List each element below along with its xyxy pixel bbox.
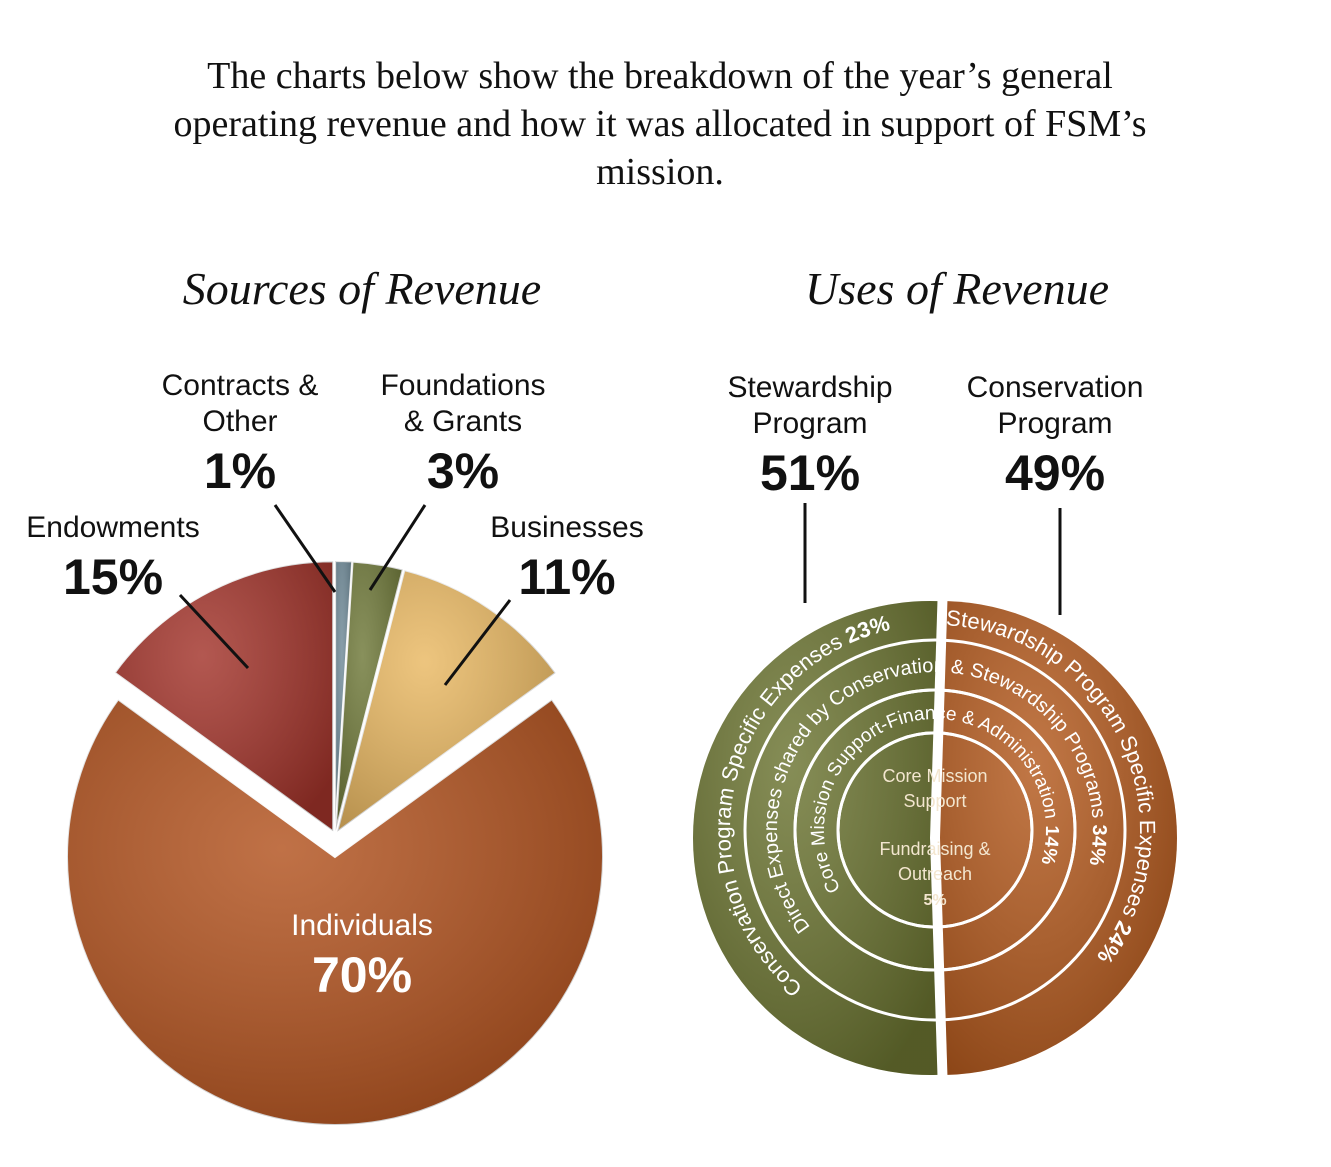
ring-value: 34% [1085,825,1111,868]
half-label: Conservation Program 49% [935,370,1175,504]
category-label: Conservation Program [966,371,1144,440]
category-label: Businesses [490,511,644,544]
center-category: Fundraising & Outreach [879,839,991,884]
value-label: 15% [62,549,164,605]
ring-band [836,731,1034,929]
category-label: Individuals [291,909,433,942]
chart-title: Sources of Revenue [182,263,542,314]
slice-label: Contracts & Other 1% [145,368,335,502]
leader-line [178,593,250,670]
slice-label: Endowments 15% [0,510,228,608]
intro-text: The charts below show the breakdown of t… [173,55,1147,193]
center-value: 5% [923,892,947,909]
slice-label: Individuals 70% [252,908,472,1006]
value-label: 1% [203,443,277,499]
slice-label: Businesses 11% [457,510,677,608]
value-label: 11% [518,549,616,605]
leader-line [273,504,337,593]
category-label: Contracts & Other [161,369,319,438]
leader-line [368,504,427,591]
value-label: 51% [759,445,861,501]
leader-line [443,599,512,686]
value-label: 3% [426,443,500,499]
value-label: 70% [311,947,413,1003]
half-label: Stewardship Program 51% [695,370,925,504]
value-label: 49% [1004,445,1106,501]
chart-title: Uses of Revenue [805,263,1109,314]
half-shade [940,601,1177,1075]
category-label: Foundations & Grants [380,369,546,438]
slice-label: Foundations & Grants 3% [368,368,558,502]
center-title: Core Mission Support [882,766,988,811]
category-label: Endowments [26,511,200,544]
category-label: Stewardship Program [727,371,893,440]
